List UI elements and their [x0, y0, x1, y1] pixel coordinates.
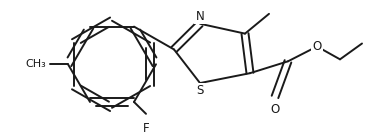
Text: O: O [312, 40, 322, 53]
Text: S: S [196, 84, 204, 97]
Text: CH₃: CH₃ [25, 59, 46, 69]
Text: N: N [196, 10, 204, 23]
Text: F: F [143, 122, 149, 135]
Text: O: O [270, 103, 280, 116]
